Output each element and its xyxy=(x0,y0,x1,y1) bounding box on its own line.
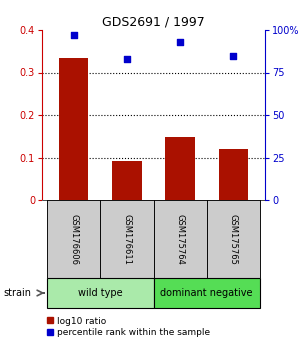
Legend: log10 ratio, percentile rank within the sample: log10 ratio, percentile rank within the … xyxy=(46,316,211,337)
Bar xyxy=(100,200,154,278)
Text: dominant negative: dominant negative xyxy=(160,288,253,298)
Bar xyxy=(112,161,142,200)
Bar xyxy=(218,149,248,200)
Text: GSM175765: GSM175765 xyxy=(229,213,238,264)
Text: wild type: wild type xyxy=(78,288,123,298)
Text: strain: strain xyxy=(3,288,31,298)
Bar xyxy=(165,137,195,200)
Title: GDS2691 / 1997: GDS2691 / 1997 xyxy=(102,16,205,29)
Point xyxy=(178,39,182,45)
Bar xyxy=(47,278,154,308)
Bar xyxy=(59,58,88,200)
Point xyxy=(231,53,236,58)
Point xyxy=(124,56,129,62)
Bar xyxy=(47,200,100,278)
Bar xyxy=(207,200,260,278)
Point xyxy=(71,32,76,38)
Bar xyxy=(154,200,207,278)
Text: GSM176606: GSM176606 xyxy=(69,213,78,264)
Text: GSM176611: GSM176611 xyxy=(122,213,131,264)
Text: GSM175764: GSM175764 xyxy=(176,213,184,264)
Bar xyxy=(154,278,260,308)
